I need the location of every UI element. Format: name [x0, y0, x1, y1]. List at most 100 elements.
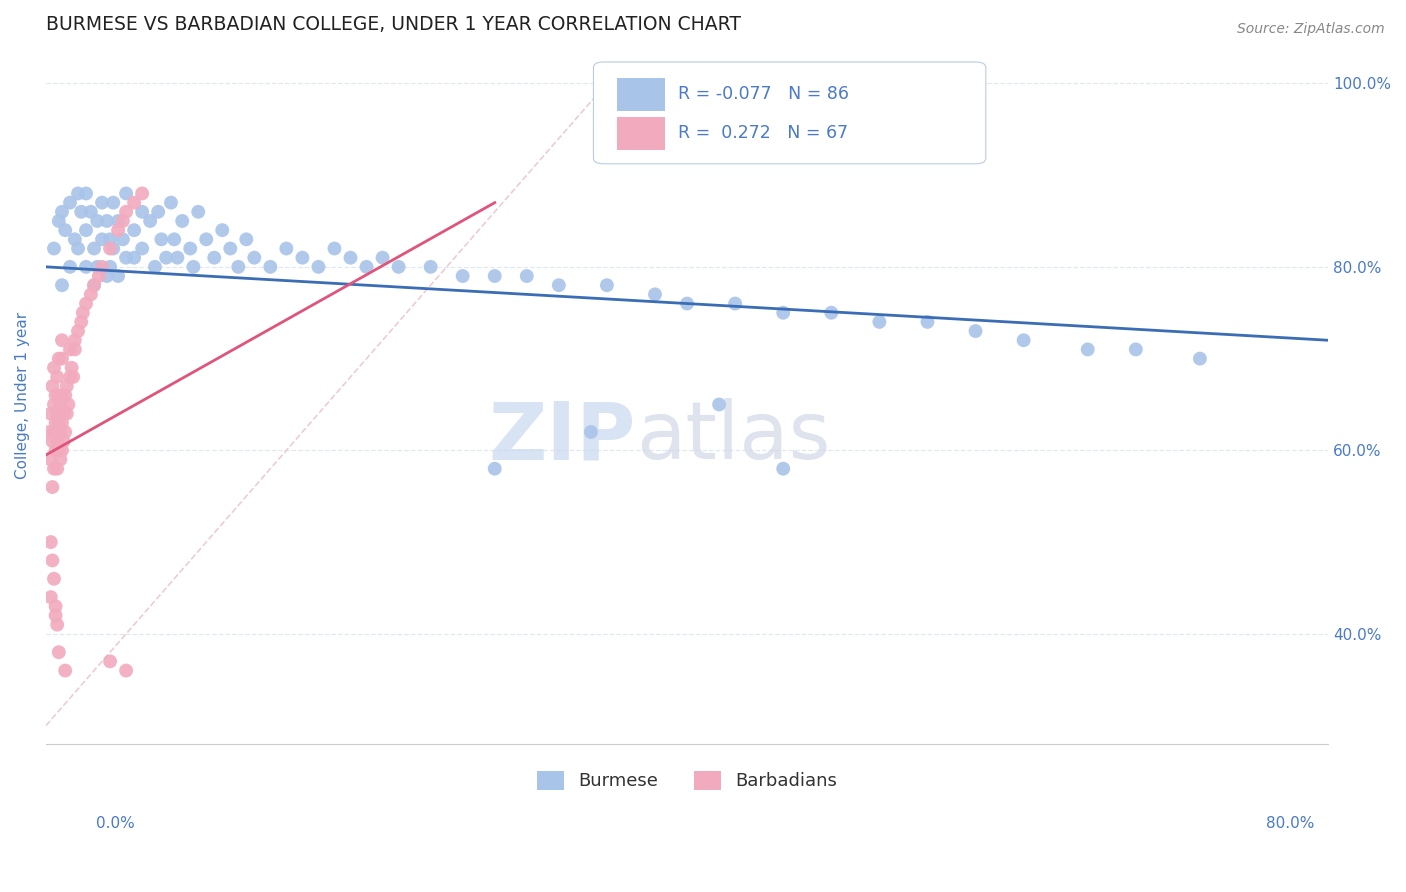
Point — [66, 186, 89, 201]
Point — [291, 251, 314, 265]
Point — [42, 461, 65, 475]
Point — [179, 242, 201, 256]
Point — [51, 388, 73, 402]
Point — [75, 260, 97, 274]
Point — [547, 278, 569, 293]
Point — [49, 425, 72, 439]
Point — [163, 232, 186, 246]
Point — [39, 407, 62, 421]
Point — [115, 251, 138, 265]
Point — [48, 443, 70, 458]
Point — [46, 370, 69, 384]
Text: R =  0.272   N = 67: R = 0.272 N = 67 — [678, 124, 848, 142]
Point — [115, 186, 138, 201]
Point — [59, 370, 82, 384]
Point — [53, 425, 76, 439]
Point — [579, 425, 602, 439]
Point — [724, 296, 747, 310]
Point — [52, 434, 75, 449]
Point — [48, 388, 70, 402]
Point — [48, 351, 70, 366]
Point — [45, 608, 67, 623]
Point — [146, 204, 169, 219]
Point — [772, 306, 794, 320]
Point — [1188, 351, 1211, 366]
Point — [49, 397, 72, 411]
Point — [45, 599, 67, 614]
Point — [484, 461, 506, 475]
Point — [75, 296, 97, 310]
Point — [45, 388, 67, 402]
Point — [172, 214, 194, 228]
Point — [131, 186, 153, 201]
Point — [41, 480, 63, 494]
Point — [259, 260, 281, 274]
Point — [42, 425, 65, 439]
Point — [155, 251, 177, 265]
Point — [70, 315, 93, 329]
Point — [66, 242, 89, 256]
Point — [59, 195, 82, 210]
Point — [98, 232, 121, 246]
Text: atlas: atlas — [636, 398, 830, 476]
Point — [707, 397, 730, 411]
Point — [51, 443, 73, 458]
Point — [45, 416, 67, 430]
Point — [484, 268, 506, 283]
Point — [202, 251, 225, 265]
Point — [226, 260, 249, 274]
Point — [38, 425, 60, 439]
Point — [63, 343, 86, 357]
Point — [516, 268, 538, 283]
Point — [1125, 343, 1147, 357]
Point — [103, 242, 125, 256]
Point — [1012, 333, 1035, 347]
Point — [451, 268, 474, 283]
Point — [98, 260, 121, 274]
Point — [56, 379, 79, 393]
Point — [59, 260, 82, 274]
Text: Source: ZipAtlas.com: Source: ZipAtlas.com — [1237, 22, 1385, 37]
Point — [41, 553, 63, 567]
Point — [41, 379, 63, 393]
Point — [63, 232, 86, 246]
Point — [187, 204, 209, 219]
Point — [91, 260, 114, 274]
Point — [42, 242, 65, 256]
Point — [86, 260, 108, 274]
Point — [83, 278, 105, 293]
Point — [243, 251, 266, 265]
Point — [46, 617, 69, 632]
Point — [98, 242, 121, 256]
Point — [111, 232, 134, 246]
Point — [122, 251, 145, 265]
Point — [122, 223, 145, 237]
Point — [75, 223, 97, 237]
Point — [62, 370, 84, 384]
Point — [107, 268, 129, 283]
Point — [772, 461, 794, 475]
Point — [51, 333, 73, 347]
Point — [48, 645, 70, 659]
Point — [48, 214, 70, 228]
Point — [87, 268, 110, 283]
Point — [98, 654, 121, 668]
Point — [419, 260, 441, 274]
Point — [166, 251, 188, 265]
Point — [107, 214, 129, 228]
Point — [86, 214, 108, 228]
Point — [46, 461, 69, 475]
Point — [150, 232, 173, 246]
Text: R = -0.077   N = 86: R = -0.077 N = 86 — [678, 85, 849, 103]
Point — [965, 324, 987, 338]
Point — [96, 214, 118, 228]
Point — [235, 232, 257, 246]
Point — [868, 315, 890, 329]
Point — [56, 407, 79, 421]
Point — [80, 204, 103, 219]
Point — [75, 186, 97, 201]
Point — [72, 306, 94, 320]
Point — [323, 242, 346, 256]
FancyBboxPatch shape — [617, 78, 665, 111]
Point — [96, 268, 118, 283]
